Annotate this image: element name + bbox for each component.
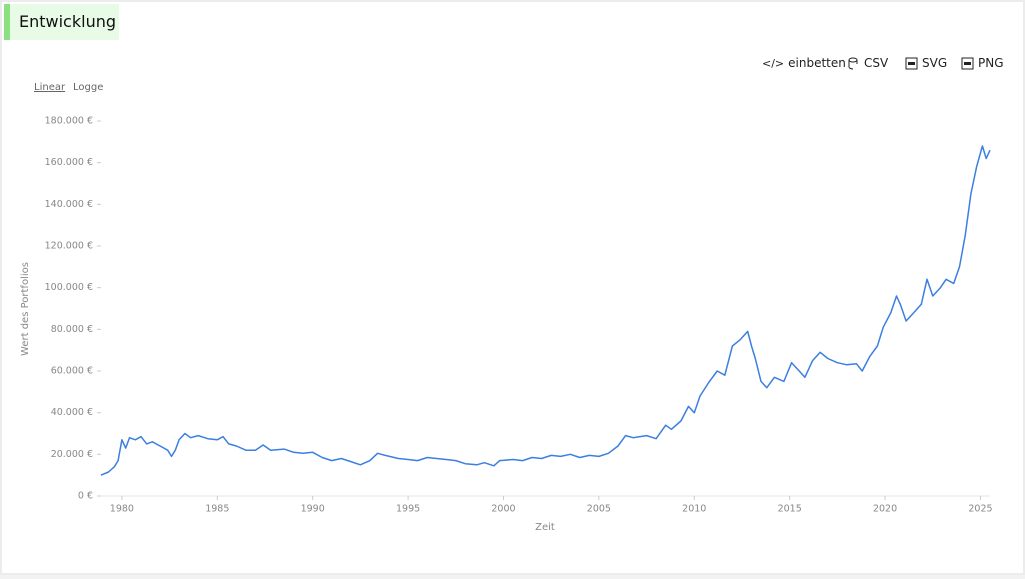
csv-icon bbox=[848, 57, 858, 69]
x-tick-label: 2000 bbox=[491, 504, 515, 515]
linear-toggle[interactable]: Linear bbox=[34, 82, 66, 93]
svg-label: SVG bbox=[922, 56, 948, 70]
price-line bbox=[100, 145, 991, 476]
x-tick-label: 2015 bbox=[778, 504, 802, 515]
png-icon bbox=[961, 57, 974, 69]
x-axis-label: Zeit bbox=[535, 522, 555, 533]
y-tick-label: 100.000 € bbox=[45, 282, 93, 293]
y-tick-label: 160.000 € bbox=[45, 157, 93, 168]
y-tick-label: 120.000 € bbox=[45, 241, 93, 252]
y-tick-label: 20.000 € bbox=[51, 449, 93, 460]
y-tick-label: 40.000 € bbox=[51, 407, 93, 418]
y-tick-label: 0 € bbox=[78, 491, 93, 502]
log-toggle[interactable]: Logge bbox=[73, 82, 104, 93]
csv-button[interactable]: CSV bbox=[848, 56, 888, 70]
embed-button[interactable]: </> einbetten bbox=[762, 56, 846, 70]
png-label: PNG bbox=[978, 56, 1004, 70]
y-tick-label: 140.000 € bbox=[45, 199, 93, 210]
csv-label: CSV bbox=[864, 56, 889, 70]
x-tick-label: 2025 bbox=[968, 504, 992, 515]
x-tick-label: 1985 bbox=[205, 504, 229, 515]
y-axis-label: Wert des Portfolios bbox=[20, 262, 31, 356]
y-tick-label: 80.000 € bbox=[51, 324, 93, 335]
svg-button[interactable]: SVG bbox=[905, 56, 947, 70]
x-tick-label: 1980 bbox=[110, 504, 134, 515]
section-title: Entwicklung bbox=[4, 4, 119, 40]
y-tick-label: 180.000 € bbox=[45, 116, 93, 127]
y-tick-label: 60.000 € bbox=[51, 366, 93, 377]
x-tick-label: 2020 bbox=[873, 504, 897, 515]
x-tick-label: 2010 bbox=[682, 504, 706, 515]
x-tick-label: 1995 bbox=[396, 504, 420, 515]
x-tick-label: 2005 bbox=[587, 504, 611, 515]
svg-icon bbox=[905, 57, 918, 69]
x-tick-label: 1990 bbox=[301, 504, 325, 515]
embed-label: einbetten bbox=[788, 56, 846, 70]
png-button[interactable]: PNG bbox=[961, 56, 1004, 70]
